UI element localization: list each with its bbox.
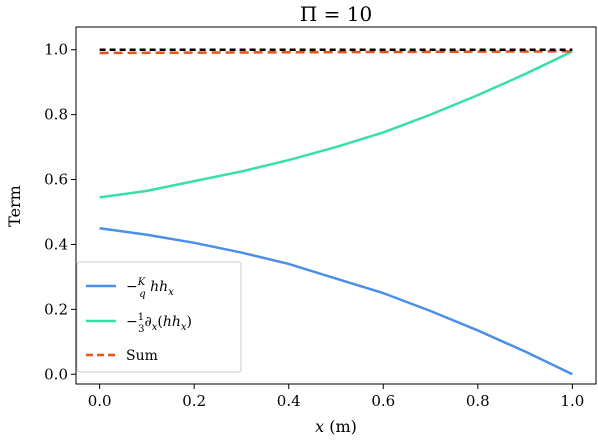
y-tick-label: 0.4 [44,235,68,253]
legend-box [76,261,242,373]
y-axis: 0.0 0.2 0.4 0.6 0.8 1.0 [44,41,76,383]
x-axis: 0.0 0.2 0.4 0.6 0.8 1.0 [88,384,584,410]
series-line-3 [99,50,573,55]
legend-label-series-2: −1 3∂x(hhx) [126,312,192,335]
y-tick-label: 0.2 [44,300,68,318]
y-axis-label: Term [5,185,24,227]
y-tick-label: 0.6 [44,171,68,189]
y-tick-label: 0.8 [44,106,68,124]
series-line-1 [99,226,573,376]
x-tick-label: 0.2 [182,392,206,410]
legend: −K q hhx −1 3∂x(hhx) Sum [76,261,242,373]
x-tick-label: 0.0 [88,392,112,410]
x-axis-label: x (m) [315,417,357,436]
x-tick-label: 0.8 [466,392,490,410]
legend-label-series-3: Sum [126,348,158,364]
x-axis-label-unit: (m) [324,417,357,436]
x-tick-label: 0.4 [277,392,301,410]
chart-title: Π = 10 [300,2,372,26]
axes-frame [75,26,597,385]
series-line-2 [99,50,573,199]
y-tick-label: 1.0 [44,41,68,59]
legend-label-series-1: −K q hhx [126,277,174,300]
x-tick-label: 1.0 [560,392,584,410]
x-axis-label-var: x [315,417,324,436]
y-tick-label: 0.0 [44,365,68,383]
x-tick-label: 0.6 [371,392,395,410]
plot-area [99,48,573,376]
